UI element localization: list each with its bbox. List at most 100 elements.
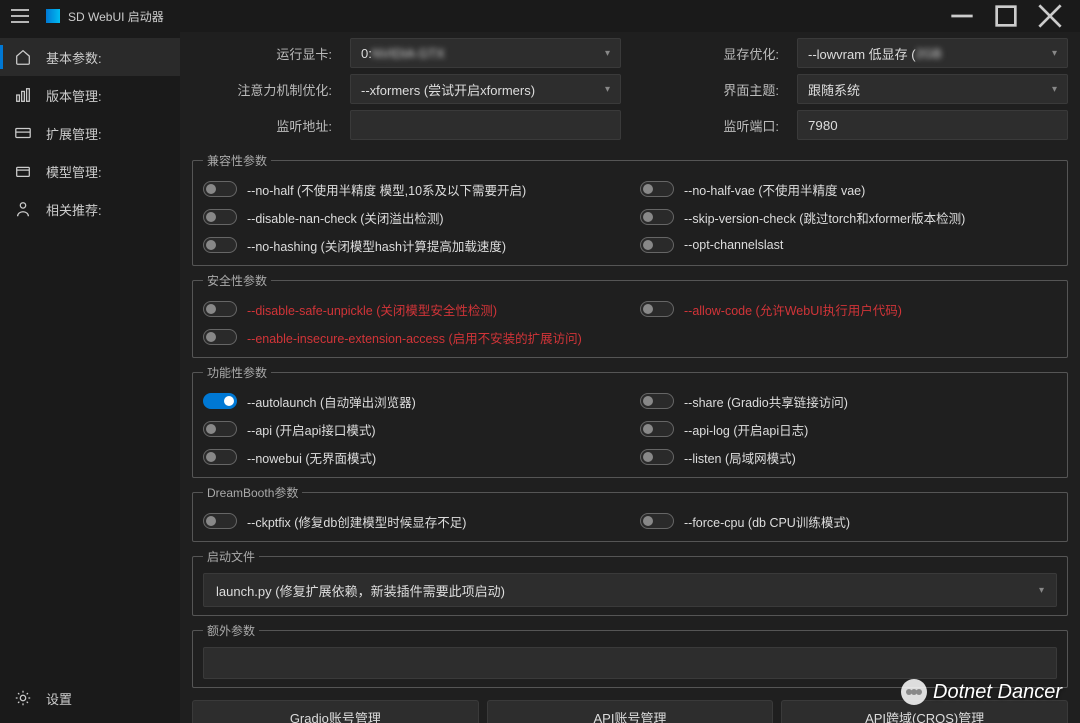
toggle-switch[interactable]: [640, 181, 674, 197]
management-button[interactable]: Gradio账号管理: [192, 700, 479, 723]
titlebar: SD WebUI 启动器: [0, 0, 1080, 32]
toggle-label: --api-log (开启api日志): [684, 420, 808, 439]
grid-icon: [14, 124, 32, 142]
sidebar-item-basic[interactable]: 基本参数:: [0, 38, 180, 76]
toggle-row: --api-log (开启api日志): [640, 417, 1057, 441]
toggle-row: --nowebui (无界面模式): [203, 445, 620, 469]
main-panel: 运行显卡: 0:NVIDIA GTX▾ 显存优化: --lowvram 低显存 …: [180, 32, 1080, 723]
toggle-switch[interactable]: [640, 513, 674, 529]
theme-select[interactable]: 跟随系统▾: [797, 74, 1068, 104]
sidebar-item-label: 扩展管理:: [46, 124, 102, 143]
toggle-switch[interactable]: [203, 393, 237, 409]
toggle-row: --enable-insecure-extension-access (启用不安…: [203, 325, 1057, 349]
toggle-row: --opt-channelslast: [640, 233, 1057, 257]
extra-legend: 额外参数: [203, 622, 259, 639]
security-group: 安全性参数 --disable-safe-unpickle (关闭模型安全性检测…: [192, 272, 1068, 358]
toggle-label: --no-half (不使用半精度 模型,10系及以下需要开启): [247, 180, 526, 199]
toggle-row: --no-half (不使用半精度 模型,10系及以下需要开启): [203, 177, 620, 201]
gpu-select[interactable]: 0:NVIDIA GTX▾: [350, 38, 621, 68]
toggle-switch[interactable]: [640, 237, 674, 253]
toggle-row: --no-hashing (关闭模型hash计算提高加载速度): [203, 233, 620, 257]
hamburger-icon[interactable]: [8, 4, 32, 28]
toggle-switch[interactable]: [640, 393, 674, 409]
box-icon: [14, 162, 32, 180]
toggle-label: --opt-channelslast: [684, 238, 783, 252]
toggle-switch[interactable]: [640, 301, 674, 317]
toggle-row: --api (开启api接口模式): [203, 417, 620, 441]
launchfile-legend: 启动文件: [203, 548, 259, 565]
toggle-switch[interactable]: [203, 329, 237, 345]
gear-icon: [14, 689, 32, 707]
toggle-label: --disable-safe-unpickle (关闭模型安全性检测): [247, 300, 497, 319]
listen-addr-label: 监听地址:: [192, 116, 332, 135]
toggle-switch[interactable]: [640, 421, 674, 437]
extra-input[interactable]: [203, 647, 1057, 679]
toggle-label: --listen (局域网模式): [684, 448, 796, 467]
toggle-row: --autolaunch (自动弹出浏览器): [203, 389, 620, 413]
app-icon: [46, 9, 60, 23]
sidebar-item-label: 版本管理:: [46, 86, 102, 105]
sidebar-item-label: 相关推荐:: [46, 200, 102, 219]
toggle-row: --skip-version-check (跳过torch和xformer版本检…: [640, 205, 1057, 229]
chevron-down-icon: ▾: [1039, 585, 1044, 596]
listen-port-input[interactable]: [797, 110, 1068, 140]
sidebar-item-models[interactable]: 模型管理:: [0, 152, 180, 190]
toggle-row: --ckptfix (修复db创建模型时候显存不足): [203, 509, 620, 533]
toggle-label: --api (开启api接口模式): [247, 420, 376, 439]
toggle-label: --nowebui (无界面模式): [247, 448, 376, 467]
management-button[interactable]: API账号管理: [487, 700, 774, 723]
attention-select[interactable]: --xformers (尝试开启xformers)▾: [350, 74, 621, 104]
maximize-button[interactable]: [984, 0, 1028, 32]
toggle-row: --allow-code (允许WebUI执行用户代码): [640, 297, 1057, 321]
gpu-label: 运行显卡:: [192, 44, 332, 63]
toggle-row: --force-cpu (db CPU训练模式): [640, 509, 1057, 533]
toggle-switch[interactable]: [203, 237, 237, 253]
toggle-switch[interactable]: [203, 301, 237, 317]
minimize-button[interactable]: [940, 0, 984, 32]
toggle-label: --no-half-vae (不使用半精度 vae): [684, 180, 865, 199]
launchfile-select[interactable]: launch.py (修复扩展依赖，新装插件需要此项启动) ▾: [203, 573, 1057, 607]
compat-legend: 兼容性参数: [203, 152, 271, 169]
vram-label: 显存优化:: [639, 44, 779, 63]
sidebar-item-extensions[interactable]: 扩展管理:: [0, 114, 180, 152]
sidebar-item-recommend[interactable]: 相关推荐:: [0, 190, 180, 228]
toggle-row: --share (Gradio共享链接访问): [640, 389, 1057, 413]
close-button[interactable]: [1028, 0, 1072, 32]
home-icon: [14, 48, 32, 66]
toggle-row: --disable-safe-unpickle (关闭模型安全性检测): [203, 297, 620, 321]
sidebar-item-label: 基本参数:: [46, 48, 102, 67]
chart-icon: [14, 86, 32, 104]
sidebar-item-label: 设置: [46, 689, 72, 708]
extra-group: 额外参数: [192, 622, 1068, 688]
security-legend: 安全性参数: [203, 272, 271, 289]
toggle-switch[interactable]: [203, 421, 237, 437]
dreambooth-legend: DreamBooth参数: [203, 484, 302, 501]
dreambooth-group: DreamBooth参数 --ckptfix (修复db创建模型时候显存不足)-…: [192, 484, 1068, 542]
chevron-down-icon: ▾: [605, 84, 610, 95]
launchfile-group: 启动文件 launch.py (修复扩展依赖，新装插件需要此项启动) ▾: [192, 548, 1068, 616]
chevron-down-icon: ▾: [605, 48, 610, 59]
listen-addr-input[interactable]: [350, 110, 621, 140]
chevron-down-icon: ▾: [1052, 84, 1057, 95]
theme-label: 界面主题:: [639, 80, 779, 99]
person-icon: [14, 200, 32, 218]
toggle-label: --autolaunch (自动弹出浏览器): [247, 392, 416, 411]
toggle-switch[interactable]: [640, 449, 674, 465]
toggle-switch[interactable]: [203, 209, 237, 225]
functional-legend: 功能性参数: [203, 364, 271, 381]
sidebar-item-label: 模型管理:: [46, 162, 102, 181]
toggle-label: --enable-insecure-extension-access (启用不安…: [247, 328, 582, 347]
sidebar-item-version[interactable]: 版本管理:: [0, 76, 180, 114]
toggle-label: --skip-version-check (跳过torch和xformer版本检…: [684, 208, 965, 227]
functional-group: 功能性参数 --autolaunch (自动弹出浏览器) --share (Gra…: [192, 364, 1068, 478]
management-button[interactable]: API跨域(CROS)管理: [781, 700, 1068, 723]
toggle-switch[interactable]: [203, 449, 237, 465]
toggle-label: --disable-nan-check (关闭溢出检测): [247, 208, 444, 227]
toggle-label: --allow-code (允许WebUI执行用户代码): [684, 300, 902, 319]
toggle-switch[interactable]: [203, 513, 237, 529]
sidebar-item-settings[interactable]: 设置: [0, 679, 180, 717]
toggle-switch[interactable]: [203, 181, 237, 197]
toggle-switch[interactable]: [640, 209, 674, 225]
vram-select[interactable]: --lowvram 低显存 (2GB▾: [797, 38, 1068, 68]
toggle-label: --no-hashing (关闭模型hash计算提高加载速度): [247, 236, 506, 255]
